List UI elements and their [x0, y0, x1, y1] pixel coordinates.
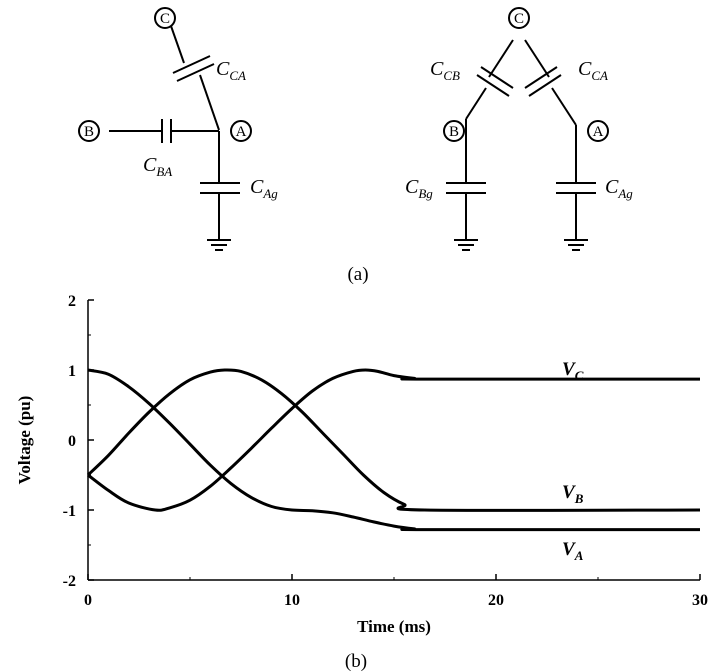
right-circuit: C B A — [443, 7, 609, 251]
series-line-c — [86, 368, 701, 512]
y-axis-title: Voltage (pu) — [15, 396, 34, 485]
node-a-label-right: A — [593, 124, 604, 140]
y-tick-label: -1 — [63, 503, 76, 520]
panel-label-b: (b) — [345, 651, 367, 672]
series-line-a — [87, 368, 701, 532]
wire-ccb-b — [465, 87, 487, 120]
node-a-label: A — [236, 124, 247, 140]
node-b-circle-right — [443, 120, 465, 142]
chart-ticks: 210-1-20 10 20 30 — [63, 293, 708, 609]
x-tick-label: 10 — [284, 592, 300, 609]
cap-cb-plate-2 — [476, 74, 510, 97]
node-a-circle-right — [587, 120, 609, 142]
y-tick-label: 0 — [68, 433, 76, 450]
left-circuit: C A B — [78, 7, 252, 251]
wire-cca-a-right — [551, 87, 577, 126]
wire-cca-a — [199, 74, 220, 131]
series-label-c: VC — [562, 359, 584, 383]
wire-c-cca — [170, 25, 185, 64]
node-c-circle — [154, 7, 176, 29]
node-b-label: B — [84, 124, 94, 140]
cap-ca-right-plate-2 — [528, 74, 562, 97]
label-cba: CBA — [143, 154, 172, 179]
node-c-circle-right — [508, 7, 530, 29]
x-tick-label: 0 — [84, 592, 92, 609]
y-tick-label: 1 — [68, 363, 76, 380]
ground-icon — [454, 239, 478, 251]
series-label-a: VA — [562, 539, 584, 563]
cap-ca-plate-2 — [176, 63, 215, 82]
cap-cb-plate-1 — [480, 66, 514, 89]
series-line-b — [87, 368, 701, 512]
node-c-label: C — [160, 11, 170, 27]
panel-label-a: (a) — [347, 264, 368, 285]
wire-c-ccb — [488, 39, 514, 78]
node-b-circle — [78, 120, 100, 142]
cap-ca-right-plate-1 — [524, 66, 558, 89]
cap-ca-plate-1 — [172, 55, 211, 74]
node-c-label-right: C — [514, 11, 524, 27]
chart-series — [86, 368, 701, 532]
label-cbg: CBg — [405, 176, 433, 201]
wire-c-cca-right — [524, 39, 550, 78]
chart-axes — [87, 300, 700, 581]
chart-series-labels: VC VB VA — [562, 359, 584, 563]
y-tick-label: 2 — [68, 293, 76, 310]
x-tick-label: 20 — [488, 592, 504, 609]
node-a-circle — [230, 120, 252, 142]
label-cag-left: CAg — [250, 176, 278, 201]
label-cag-right: CAg — [605, 176, 633, 201]
label-cca-right: CCA — [578, 58, 608, 83]
x-axis-title: Time (ms) — [357, 617, 431, 636]
ground-icon — [207, 239, 231, 251]
label-cca-left: CCA — [216, 58, 246, 83]
series-label-b: VB — [562, 482, 584, 506]
x-tick-label: 30 — [692, 592, 708, 609]
y-tick-label: -2 — [63, 573, 76, 590]
node-b-label-right: B — [449, 124, 459, 140]
label-ccb: CCB — [430, 58, 460, 83]
ground-icon — [564, 239, 588, 251]
